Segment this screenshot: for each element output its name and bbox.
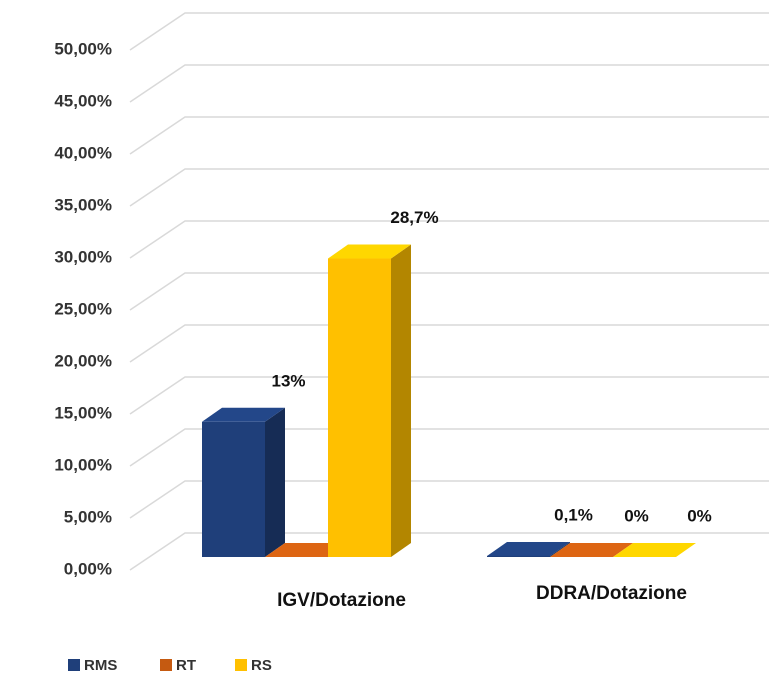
grid-line — [129, 480, 769, 519]
legend-label: RT — [176, 657, 196, 674]
value-label: 0,1% — [554, 505, 593, 524]
bar-side — [550, 541, 570, 557]
bar-top — [328, 244, 411, 259]
y-tick-label: 15,00% — [54, 403, 112, 422]
legend-label: RS — [251, 657, 272, 674]
x-tick-label: DDRA/Dotazione — [536, 583, 687, 604]
bar — [202, 421, 265, 557]
bar-top — [613, 543, 696, 557]
legend-label: RMS — [84, 657, 117, 674]
y-tick-label: 0,00% — [64, 559, 112, 578]
bar-top — [202, 407, 285, 422]
x-tick-label: IGV/Dotazione — [277, 590, 406, 611]
y-tick-label: 20,00% — [54, 351, 112, 370]
grid-line — [129, 220, 769, 259]
grid-line — [129, 428, 769, 467]
y-tick-label: 35,00% — [54, 195, 112, 214]
value-label: 0% — [624, 506, 649, 525]
bar-side — [265, 407, 285, 557]
bar-top — [265, 543, 348, 557]
y-tick-label: 10,00% — [54, 455, 112, 474]
grid-line — [129, 12, 769, 51]
y-tick-label: 30,00% — [54, 247, 112, 266]
grid-line — [129, 376, 769, 415]
y-tick-label: 40,00% — [54, 143, 112, 162]
bar-top — [487, 541, 570, 556]
grid-line — [129, 532, 769, 571]
grid-line — [129, 272, 769, 311]
value-label: 0% — [687, 506, 712, 525]
legend-swatch — [235, 659, 247, 671]
value-label: 28,7% — [390, 208, 438, 227]
grid-line — [129, 64, 769, 103]
bar-top — [550, 543, 633, 557]
grid-line — [129, 324, 769, 363]
y-tick-label: 25,00% — [54, 299, 112, 318]
y-tick-label: 45,00% — [54, 91, 112, 110]
bar — [487, 555, 550, 557]
y-tick-label: 50,00% — [54, 39, 112, 58]
grid-line — [129, 168, 769, 207]
value-label: 13% — [271, 371, 305, 390]
grid-line — [129, 116, 769, 155]
legend-swatch — [68, 659, 80, 671]
bar — [328, 258, 391, 557]
y-tick-label: 5,00% — [64, 507, 112, 526]
bar-side — [391, 244, 411, 557]
legend-swatch — [160, 659, 172, 671]
